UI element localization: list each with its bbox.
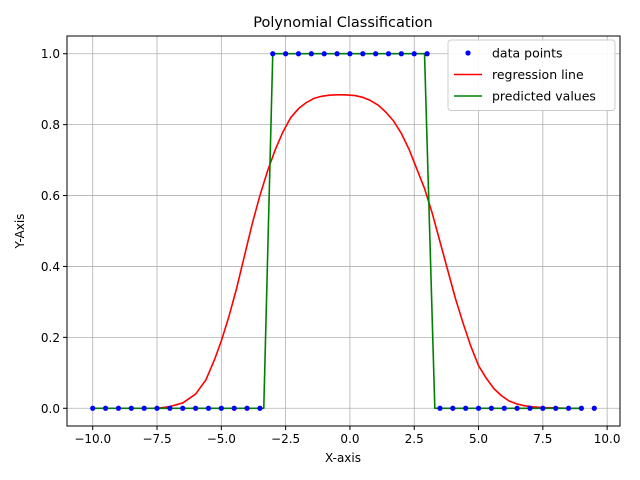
data-point	[540, 405, 546, 411]
y-axis-label: Y-Axis	[13, 214, 27, 250]
y-tick-label: 0.2	[41, 331, 60, 345]
legend-label: data points	[492, 46, 563, 61]
data-point	[514, 405, 520, 411]
data-point	[501, 405, 507, 411]
data-point	[334, 51, 340, 57]
data-point	[450, 405, 456, 411]
plot-frame	[66, 35, 621, 427]
data-point	[578, 405, 585, 411]
data-point	[553, 405, 559, 411]
data-point	[270, 51, 276, 57]
data-point	[115, 405, 122, 411]
data-point	[360, 51, 366, 57]
y-tick-label: 0.0	[41, 402, 60, 416]
data-point	[141, 405, 147, 411]
y-tick-label: 0.6	[41, 189, 60, 203]
data-point	[205, 405, 212, 411]
x-tick-label: −2.5	[271, 432, 300, 446]
data-point	[565, 405, 572, 411]
x-tick-label: −10.0	[74, 432, 111, 446]
x-tick-label: 5.0	[469, 432, 488, 446]
data-point	[591, 405, 597, 411]
data-point	[411, 51, 417, 57]
data-point	[463, 405, 469, 411]
series-line-1	[156, 94, 582, 410]
legend-label: predicted values	[492, 89, 596, 104]
data-point	[218, 405, 224, 411]
y-axis-ticks: 0.0 0.2 0.4 0.6 0.8 1.0	[41, 47, 67, 416]
data-point	[90, 405, 96, 411]
data-point	[308, 51, 314, 57]
data-point	[373, 51, 379, 57]
data-point	[180, 405, 186, 411]
legend: data points regression line predicted valu…	[447, 39, 616, 111]
data-point	[398, 51, 404, 57]
data-point	[257, 405, 263, 411]
x-tick-label: −5.0	[207, 432, 236, 446]
y-tick-label: 0.8	[41, 118, 60, 132]
legend-marker	[465, 50, 471, 56]
data-point	[475, 405, 482, 411]
x-tick-label: 2.5	[405, 432, 424, 446]
data-point	[295, 51, 302, 57]
x-tick-label: −7.5	[142, 432, 171, 446]
data-point	[102, 405, 109, 411]
data-point	[527, 405, 533, 411]
data-point	[385, 51, 392, 57]
data-point	[283, 51, 289, 57]
data-point	[321, 51, 327, 57]
x-tick-label: 0.0	[340, 432, 359, 446]
legend-label: regression line	[492, 67, 584, 82]
chart-title: Polynomial Classification	[253, 15, 432, 31]
data-point	[167, 405, 173, 411]
legend-box	[447, 39, 616, 111]
series-layer	[90, 51, 597, 411]
x-tick-label: 10.0	[594, 432, 621, 446]
data-point	[424, 51, 430, 57]
x-axis-ticks: −10.0 −7.5 −5.0 −2.5 0.0 2.5 5.0 7.5 10.0	[74, 426, 620, 446]
x-axis-label: X-axis	[325, 451, 361, 465]
data-point	[231, 405, 237, 411]
x-tick-label: 7.5	[533, 432, 552, 446]
y-tick-label: 0.4	[41, 260, 60, 274]
data-point	[193, 405, 199, 411]
data-point	[347, 51, 353, 57]
data-point	[128, 405, 134, 411]
data-point	[244, 405, 250, 411]
data-point	[488, 405, 494, 411]
y-tick-label: 1.0	[41, 47, 60, 61]
data-point	[437, 405, 443, 411]
data-point	[154, 405, 160, 411]
